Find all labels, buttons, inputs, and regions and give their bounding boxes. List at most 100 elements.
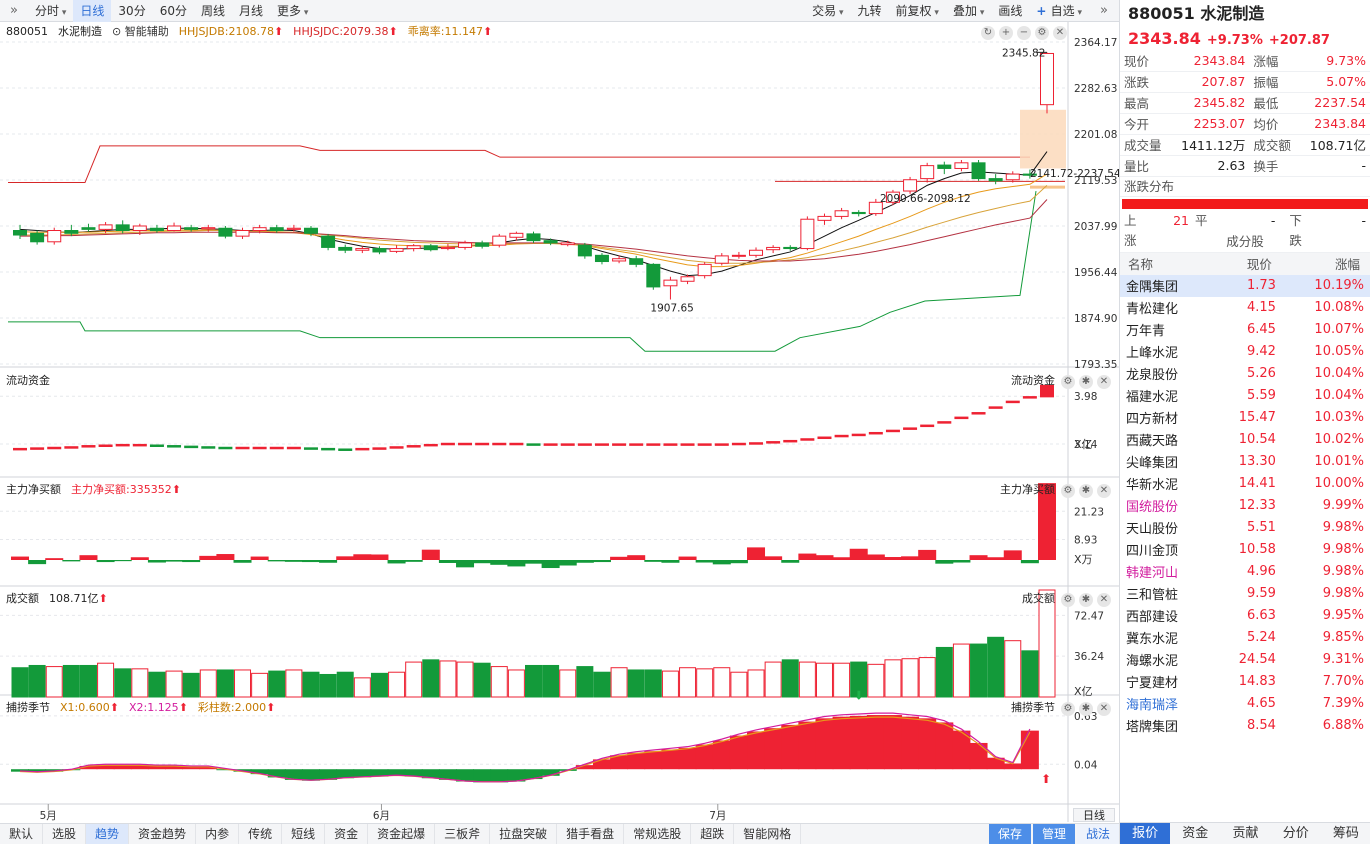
zoom-out-icon[interactable]: − [1017,26,1031,40]
bottom-tab-5[interactable]: 传统 [239,823,283,844]
close-icon[interactable]: ✕ [1053,26,1067,40]
bottom-tab-14[interactable]: 智能网格 [734,823,802,844]
main-panel-title: 880051 水泥制造 ⊙ 智能辅助 HHJSJDB:2108.78⬆ HHJS… [0,24,492,40]
bottom-tab-8[interactable]: 资金起爆 [368,823,436,844]
close-icon[interactable]: ✕ [1097,375,1111,389]
double-chevron-right-icon[interactable]: » [1100,3,1108,18]
quote-panel: 880051 水泥制造 2343.84 +9.73% +207.87 现价 2343.… [1119,0,1370,844]
gear-icon[interactable]: ⚙ [1061,375,1075,389]
season-bar [541,769,560,776]
net-bar [798,553,817,560]
period-tab-6[interactable]: 更多 [270,0,315,22]
up-label: 上涨 [1124,212,1137,248]
settings-icon[interactable]: ✱ [1079,702,1093,716]
stock-row[interactable]: 四方新材 15.47 10.03% [1120,407,1370,429]
quote-tab-4[interactable]: 筹码 [1332,826,1359,841]
bottom-tab-1[interactable]: 选股 [43,823,87,844]
close-icon[interactable]: ✕ [1097,484,1111,498]
stock-row[interactable]: 青松建化 4.15 10.08% [1120,297,1370,319]
stock-row[interactable]: 海螺水泥 24.54 9.31% [1120,649,1370,671]
stock-row[interactable]: 国统股份 12.33 9.99% [1120,495,1370,517]
stock-row[interactable]: 冀东水泥 5.24 9.85% [1120,627,1370,649]
vol-bar [525,664,542,698]
bottom-tab-3[interactable]: 资金趋势 [129,823,197,844]
period-tab-1[interactable]: 日线 [73,0,112,22]
flow-right-text: 流动资金 [1011,374,1055,387]
stock-row[interactable]: 天山股份 5.51 9.98% [1120,517,1370,539]
gear-icon[interactable]: ⚙ [1035,26,1049,40]
bottom-tab-0[interactable]: 默认 [0,823,44,844]
period-tab-5[interactable]: 月线 [239,3,264,18]
gear-icon[interactable]: ⚙ [1061,702,1075,716]
stock-change: 10.19% [1281,274,1370,297]
stock-row[interactable]: 塔牌集团 8.54 6.88% [1120,715,1370,737]
settings-icon[interactable]: ✱ [1079,484,1093,498]
bottom-tab-6[interactable]: 短线 [282,823,326,844]
toolbar-action-4[interactable]: 画线 [991,0,1029,22]
stock-row[interactable]: 韩建河山 4.96 9.98% [1120,561,1370,583]
bottom-tab-13[interactable]: 超跌 [691,823,735,844]
close-icon[interactable]: ✕ [1097,593,1111,607]
net-bar [147,560,166,563]
bottom-tab-4[interactable]: 内参 [196,823,240,844]
gear-icon[interactable]: ⚙ [1061,593,1075,607]
stock-row[interactable]: 宁夏建材 14.83 7.70% [1120,671,1370,693]
toolbar-action-3[interactable]: 叠加 [946,0,991,22]
toolbar-action-2[interactable]: 前复权 [889,0,946,22]
stock-row[interactable]: 西藏天路 10.54 10.02% [1120,429,1370,451]
gear-icon[interactable]: ⚙ [1061,484,1075,498]
stock-row[interactable]: 万年青 6.45 10.07% [1120,319,1370,341]
stock-change: 7.70% [1322,674,1364,689]
period-tab-2[interactable]: 30分 [118,3,146,18]
bottom-tab-2[interactable]: 趋势 [86,823,130,844]
season-x3-value: 彩柱数:2.000 [197,701,267,714]
stock-row[interactable]: 三和管桩 9.59 9.98% [1120,583,1370,605]
quote-value: 108.71亿 [1299,134,1370,156]
quote-tab-2[interactable]: 贡献 [1232,826,1259,841]
net-bar [96,560,115,563]
bottom-tab-12[interactable]: 常规选股 [624,823,692,844]
season-bar [1020,730,1039,770]
net-bar [575,560,594,563]
bottom-tab-9[interactable]: 三板斧 [435,823,491,844]
bottom-action-2[interactable]: 战法 [1076,824,1119,844]
quote-tab-3[interactable]: 分价 [1282,826,1309,841]
quote-tab-0[interactable]: 报价 [1120,823,1171,844]
toolbar-action-5[interactable]: + 自选 [1029,0,1089,22]
stock-row[interactable]: 金隅集团 1.73 10.19% [1120,274,1370,297]
stock-row[interactable]: 西部建设 6.63 9.95% [1120,605,1370,627]
zoom-in-icon[interactable]: + [999,26,1013,40]
candle-body [13,230,27,236]
settings-icon[interactable]: ✱ [1079,593,1093,607]
kline-chart[interactable]: 2364.17 2282.63 2201.08 2119.53 2037.99 1956.… [0,22,1119,822]
net-bar [370,554,389,560]
stock-row[interactable]: 龙泉股份 5.26 10.04% [1120,363,1370,385]
stock-row[interactable]: 华新水泥 14.41 10.00% [1120,473,1370,495]
bottom-action-0[interactable]: 保存 [988,824,1031,844]
candle-body [868,201,883,215]
settings-icon[interactable]: ✱ [1079,375,1093,389]
period-tab-4[interactable]: 周线 [200,3,225,18]
bottom-action-1[interactable]: 管理 [1032,824,1075,844]
double-chevron-right-icon[interactable]: » [10,2,18,18]
stock-row[interactable]: 海南瑞泽 4.65 7.39% [1120,693,1370,715]
stock-row[interactable]: 福建水泥 5.59 10.04% [1120,385,1370,407]
band-upper-line [8,145,1030,184]
smart-assist-toggle[interactable]: ⊙ 智能辅助 [112,24,169,40]
stock-change: 9.99% [1322,498,1364,513]
net-bar [815,555,834,560]
close-icon[interactable]: ✕ [1097,702,1111,716]
bottom-tab-11[interactable]: 猎手看盘 [557,823,625,844]
toolbar-action-1[interactable]: 九转 [851,0,889,22]
bottom-tab-7[interactable]: 资金 [325,823,369,844]
period-tab-0[interactable]: 分时 [28,0,73,22]
quote-tab-1[interactable]: 资金 [1182,826,1209,841]
stock-row[interactable]: 四川金顶 10.58 9.98% [1120,539,1370,561]
period-tab-3[interactable]: 60分 [159,3,187,18]
stock-row[interactable]: 尖峰集团 13.30 10.01% [1120,451,1370,473]
refresh-icon[interactable]: ↻ [981,26,995,40]
bottom-tab-10[interactable]: 拉盘突破 [490,823,558,844]
stock-row[interactable]: 上峰水泥 9.42 10.05% [1120,341,1370,363]
toolbar-action-0[interactable]: 交易 [805,0,850,22]
season-bar [182,766,201,770]
